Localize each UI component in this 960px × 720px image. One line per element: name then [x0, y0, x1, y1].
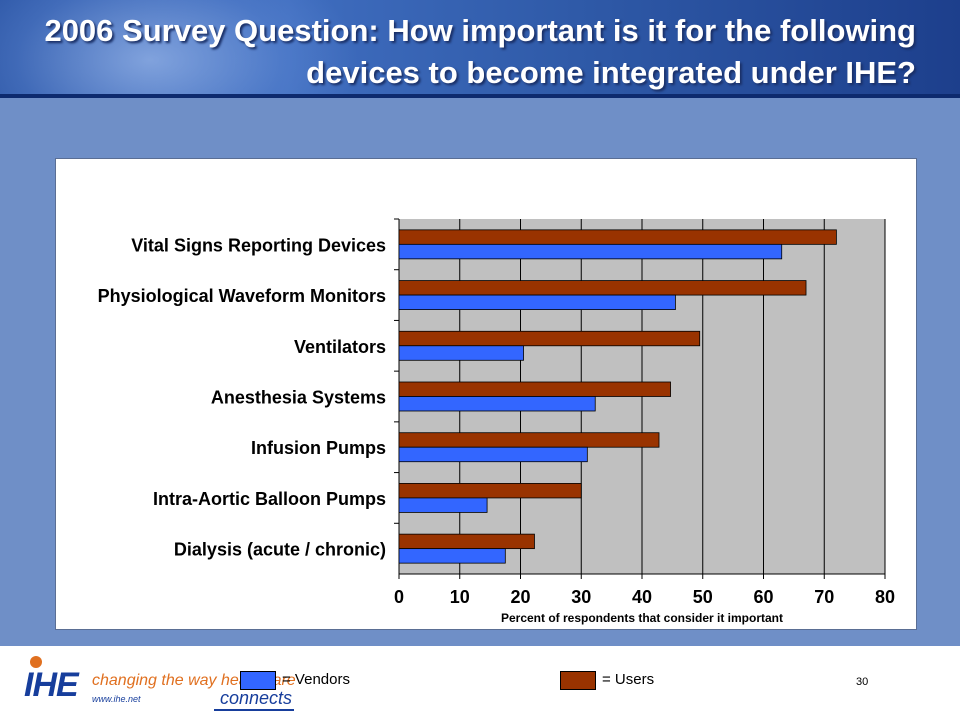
bar-vendors-1 [398, 243, 783, 260]
category-label: Anesthesia Systems [211, 388, 386, 408]
x-tick-label: 50 [693, 587, 713, 607]
bar-vendors-5 [398, 446, 588, 463]
page-number: 30 [856, 676, 869, 688]
bar-users-7 [398, 533, 535, 550]
category-label: Ventilators [294, 337, 386, 357]
bar-vendors-3 [398, 345, 524, 361]
category-label: Vital Signs Reporting Devices [131, 235, 386, 255]
bar-users-6 [398, 483, 582, 499]
legend-label-vendors: = Vendors [282, 671, 350, 688]
x-tick-label: 10 [450, 587, 470, 607]
legend-swatch-vendors [240, 671, 276, 690]
slide-title: 2006 Survey Question: How important is i… [44, 13, 916, 90]
bar-users-1 [398, 229, 837, 245]
bar-users-5 [398, 432, 660, 448]
x-tick-label: 0 [394, 587, 404, 607]
logo-dot-icon [30, 656, 42, 668]
logo-connects: connects [220, 688, 293, 708]
legend-swatch-users [560, 671, 596, 690]
category-label: Intra-Aortic Balloon Pumps [153, 489, 386, 509]
logo-ihe-text: IHE [24, 666, 79, 704]
bar-vendors-4 [398, 396, 596, 412]
category-label: Dialysis (acute / chronic) [174, 540, 386, 560]
bar-users-4 [398, 381, 671, 397]
legend-label-users: = Users [602, 671, 655, 688]
category-label: Physiological Waveform Monitors [98, 286, 386, 306]
bar-vendors-7 [398, 548, 506, 564]
bar-users-2 [398, 280, 807, 296]
x-tick-label: 80 [875, 587, 895, 607]
x-tick-label: 70 [814, 587, 834, 607]
footer [0, 646, 960, 720]
x-tick-label: 30 [571, 587, 591, 607]
logo-underline [214, 709, 294, 711]
x-tick-label: 60 [753, 587, 773, 607]
banner-glow [0, 0, 360, 98]
bar-chart: 0 10 20 30 40 50 60 70 80 Vital Signs Reporting D… [98, 218, 895, 625]
bar-users-3 [398, 330, 701, 347]
chart-panel: 0 10 20 30 40 50 60 70 80 Vital Signs Reporting D… [55, 158, 917, 630]
x-axis-label: Percent of respondents that consider it … [501, 611, 783, 625]
banner-rule [0, 94, 960, 98]
x-tick-label: 20 [510, 587, 530, 607]
bar-vendors-2 [398, 294, 676, 310]
logo-url: www.ihe.net [92, 694, 141, 704]
category-label: Infusion Pumps [251, 438, 386, 458]
bar-vendors-6 [398, 497, 488, 513]
title-banner [0, 0, 960, 98]
x-tick-label: 40 [632, 587, 652, 607]
